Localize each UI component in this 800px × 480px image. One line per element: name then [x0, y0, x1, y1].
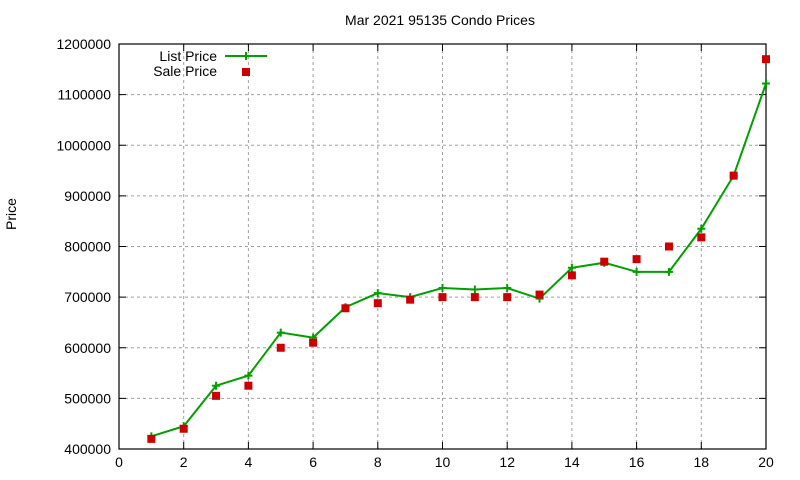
x-tick-label: 8 [374, 454, 382, 470]
x-tick-label: 18 [694, 454, 710, 470]
legend-label-sale-price: Sale Price [153, 63, 217, 79]
x-tick-label: 14 [564, 454, 580, 470]
list-price-marker [212, 381, 221, 390]
sale-price-marker [179, 424, 188, 433]
y-tick-label: 600000 [64, 340, 111, 356]
sale-price-marker [406, 295, 415, 304]
x-tick-label: 0 [115, 454, 123, 470]
x-tick-label: 12 [499, 454, 515, 470]
sale-price-marker [212, 391, 221, 400]
x-tick-label: 6 [309, 454, 317, 470]
sale-price-marker [567, 271, 576, 280]
y-tick-label: 800000 [64, 239, 111, 255]
sale-price-marker [309, 338, 318, 347]
list-price-marker [664, 267, 673, 276]
sale-price-marker [664, 242, 673, 251]
x-tick-label: 16 [629, 454, 645, 470]
x-tick-label: 10 [435, 454, 451, 470]
sale-price-marker [762, 55, 770, 64]
sale-price-marker [632, 255, 641, 264]
y-tick-label: 1100000 [58, 87, 112, 103]
y-tick-label: 1200000 [56, 36, 111, 52]
sale-price-marker [697, 233, 706, 242]
list-price-marker [632, 267, 641, 276]
sale-price-marker [729, 171, 738, 180]
sale-price-marker [600, 257, 609, 266]
sale-price-marker [535, 290, 544, 299]
y-tick-label: 900000 [64, 188, 111, 204]
y-tick-label: 400000 [64, 441, 111, 457]
list-price-marker [567, 263, 576, 272]
sale-price-marker [276, 343, 285, 352]
list-price-line [151, 83, 767, 438]
legend-marker-list-price [242, 52, 250, 60]
sale-price-marker [341, 304, 350, 313]
list-price-marker [438, 284, 447, 293]
sale-price-marker [503, 293, 512, 302]
sale-price-marker [244, 381, 253, 390]
x-tick-label: 2 [180, 454, 188, 470]
list-price-marker [697, 224, 706, 233]
x-tick-label: 20 [758, 454, 774, 470]
y-tick-label: 700000 [64, 289, 111, 305]
chart-title: Mar 2021 95135 Condo Prices [345, 12, 535, 28]
legend-marker-sale-price [242, 68, 250, 76]
list-price-marker [470, 285, 479, 294]
legend-label-list-price: List Price [159, 48, 217, 64]
list-price-marker [762, 79, 770, 88]
list-price-marker [276, 328, 285, 337]
sale-price-marker [470, 293, 479, 302]
y-tick-label: 500000 [64, 390, 111, 406]
sale-price-marker [373, 299, 382, 308]
list-price-marker [373, 289, 382, 298]
y-tick-label: 1000000 [56, 137, 111, 153]
sale-price-marker [147, 434, 156, 443]
x-tick-label: 4 [245, 454, 253, 470]
list-price-marker [244, 371, 253, 380]
list-price-marker [503, 284, 512, 293]
sale-price-marker [438, 293, 447, 302]
